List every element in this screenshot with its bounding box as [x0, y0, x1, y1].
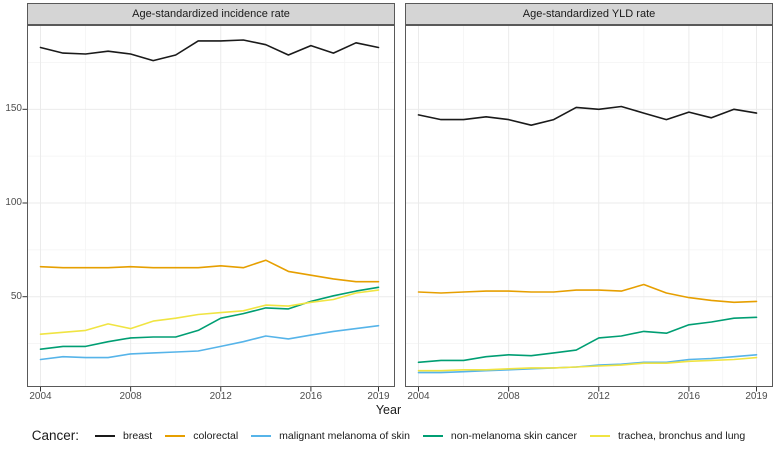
legend-label-lung: trachea, bronchus and lung: [617, 429, 746, 442]
series-line-non-melanoma-skin-cancer: [417, 316, 758, 364]
series-line-non-melanoma-skin-cancer: [39, 286, 380, 351]
legend: Cancer: breast colorectal malignant mela…: [0, 428, 777, 443]
series-line-malignant-melanoma-of-skin: [39, 324, 380, 361]
facet-title-incidence-rate: Age-standardized incidence rate: [27, 3, 395, 25]
legend-line-swatch-lung: [589, 434, 610, 437]
y-tick-label: 150: [5, 103, 22, 115]
legend-line-swatch-non-melanoma: [422, 434, 443, 437]
series-line-breast: [417, 105, 758, 126]
legend-line-swatch-breast: [95, 434, 116, 437]
legend-item-melanoma: malignant melanoma of skin: [251, 430, 410, 442]
plot-panel-incidence: [22, 25, 395, 392]
x-tick-label: 2016: [299, 391, 323, 402]
x-tick-label: 2004: [29, 391, 52, 402]
series-line-colorectal: [417, 283, 758, 304]
x-tick-label: 2008: [119, 391, 142, 402]
legend-item-breast: breast: [95, 430, 152, 442]
x-tick-label: 2019: [745, 391, 768, 402]
x-tick-label: 2012: [587, 391, 610, 402]
x-tick-label: 2019: [367, 391, 390, 402]
x-tick-label: 2004: [407, 391, 430, 402]
series-line-breast: [39, 39, 380, 62]
facet-title-yld-rate: Age-standardized YLD rate: [405, 3, 773, 25]
legend-item-non-melanoma: non-melanoma skin cancer: [422, 429, 577, 442]
x-tick-label: 2016: [677, 391, 701, 402]
y-tick-label: 50: [10, 290, 22, 302]
legend-label-melanoma: malignant melanoma of skin: [279, 429, 410, 442]
series-line-trachea-bronchus-and-lung: [417, 356, 758, 372]
plot-panel-yld: [405, 25, 773, 392]
legend-item-colorectal: colorectal: [165, 430, 238, 442]
series-line-colorectal: [39, 259, 380, 283]
series-line-trachea-bronchus-and-lung: [39, 289, 380, 336]
legend-line-swatch-colorectal: [165, 434, 186, 437]
legend-label-colorectal: colorectal: [193, 429, 239, 442]
x-axis-title: Year: [375, 403, 402, 417]
legend-line-swatch-melanoma: [251, 434, 272, 437]
legend-label-non-melanoma: non-melanoma skin cancer: [450, 429, 577, 442]
legend-label-breast: breast: [123, 429, 153, 442]
x-tick-label: 2012: [209, 391, 232, 402]
legend-title: Cancer:: [31, 428, 80, 443]
y-tick-label: 100: [5, 197, 22, 208]
panel-border: [405, 25, 773, 387]
legend-item-lung: trachea, bronchus and lung: [589, 429, 746, 442]
panel-border: [27, 25, 395, 387]
x-tick-label: 2008: [497, 391, 520, 402]
